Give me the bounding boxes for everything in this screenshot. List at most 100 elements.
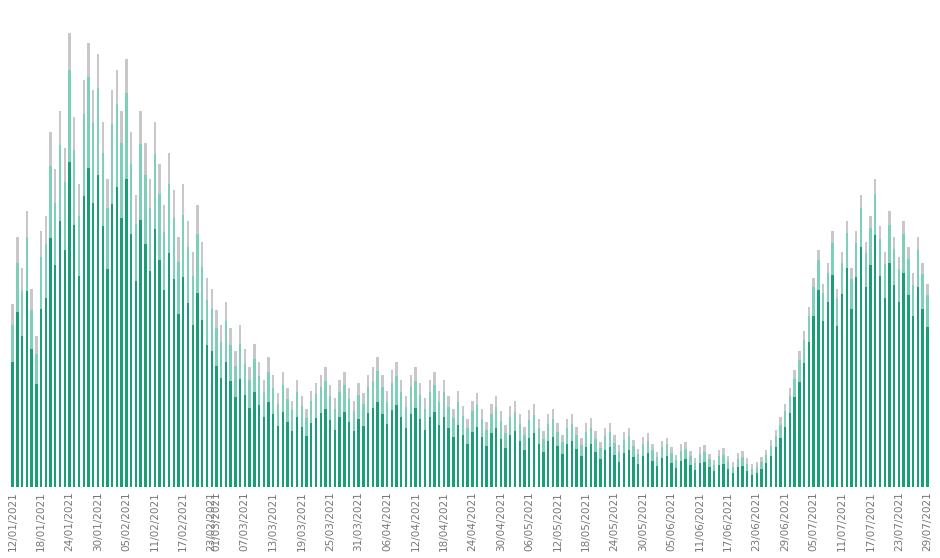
- Bar: [164, 205, 165, 487]
- Bar: [888, 225, 890, 487]
- Bar: [55, 203, 56, 487]
- Bar: [357, 383, 360, 487]
- Bar: [116, 187, 118, 487]
- Bar: [178, 237, 180, 487]
- Bar: [798, 352, 801, 487]
- Bar: [381, 413, 384, 487]
- Bar: [884, 298, 885, 487]
- Bar: [717, 450, 720, 487]
- Bar: [168, 153, 170, 487]
- Bar: [661, 447, 663, 487]
- Bar: [287, 388, 289, 487]
- Bar: [831, 243, 834, 487]
- Bar: [462, 406, 464, 487]
- Bar: [452, 409, 455, 487]
- Bar: [92, 203, 94, 487]
- Bar: [466, 427, 469, 487]
- Bar: [594, 439, 597, 487]
- Bar: [352, 411, 355, 487]
- Bar: [666, 456, 668, 487]
- Bar: [258, 362, 260, 487]
- Bar: [343, 386, 346, 487]
- Bar: [457, 402, 460, 487]
- Bar: [206, 278, 208, 487]
- Bar: [258, 405, 260, 487]
- Bar: [614, 435, 616, 487]
- Bar: [817, 249, 820, 487]
- Bar: [164, 290, 165, 487]
- Bar: [367, 413, 369, 487]
- Bar: [798, 382, 801, 487]
- Bar: [841, 294, 843, 487]
- Bar: [267, 402, 270, 487]
- Bar: [698, 454, 701, 487]
- Bar: [547, 414, 549, 487]
- Bar: [92, 90, 94, 487]
- Bar: [35, 336, 38, 487]
- Bar: [589, 427, 592, 487]
- Bar: [476, 427, 478, 487]
- Bar: [760, 457, 762, 487]
- Bar: [178, 262, 180, 487]
- Bar: [168, 184, 170, 487]
- Bar: [229, 381, 232, 487]
- Bar: [182, 215, 184, 487]
- Bar: [225, 302, 227, 487]
- Bar: [661, 441, 663, 487]
- Bar: [509, 406, 511, 487]
- Bar: [846, 233, 848, 487]
- Bar: [386, 424, 388, 487]
- Bar: [571, 441, 573, 487]
- Bar: [893, 285, 896, 487]
- Bar: [561, 454, 564, 487]
- Bar: [277, 393, 279, 487]
- Bar: [329, 386, 332, 487]
- Bar: [64, 182, 66, 487]
- Bar: [324, 381, 326, 487]
- Bar: [879, 239, 881, 487]
- Bar: [73, 225, 75, 487]
- Bar: [608, 432, 611, 487]
- Bar: [187, 304, 189, 487]
- Bar: [703, 461, 706, 487]
- Bar: [542, 431, 544, 487]
- Bar: [603, 450, 606, 487]
- Bar: [485, 422, 488, 487]
- Bar: [220, 325, 223, 487]
- Bar: [452, 437, 455, 487]
- Bar: [831, 232, 834, 487]
- Bar: [779, 425, 782, 487]
- Bar: [367, 375, 369, 487]
- Bar: [130, 163, 133, 487]
- Bar: [789, 388, 791, 487]
- Bar: [689, 451, 692, 487]
- Bar: [552, 437, 554, 487]
- Bar: [680, 444, 682, 487]
- Bar: [505, 425, 507, 487]
- Bar: [519, 441, 521, 487]
- Bar: [83, 196, 85, 487]
- Bar: [542, 439, 544, 487]
- Bar: [187, 247, 189, 487]
- Bar: [391, 383, 393, 487]
- Bar: [97, 88, 99, 487]
- Bar: [433, 412, 435, 487]
- Bar: [334, 430, 337, 487]
- Bar: [647, 433, 649, 487]
- Bar: [405, 428, 407, 487]
- Bar: [225, 362, 227, 487]
- Bar: [462, 435, 464, 487]
- Bar: [438, 425, 440, 487]
- Bar: [874, 179, 876, 487]
- Bar: [524, 427, 525, 487]
- Bar: [201, 320, 203, 487]
- Bar: [888, 210, 890, 487]
- Bar: [343, 412, 346, 487]
- Bar: [608, 424, 611, 487]
- Bar: [547, 424, 549, 487]
- Bar: [424, 409, 426, 487]
- Bar: [675, 468, 678, 487]
- Bar: [106, 208, 109, 487]
- Bar: [765, 463, 767, 487]
- Bar: [178, 314, 180, 487]
